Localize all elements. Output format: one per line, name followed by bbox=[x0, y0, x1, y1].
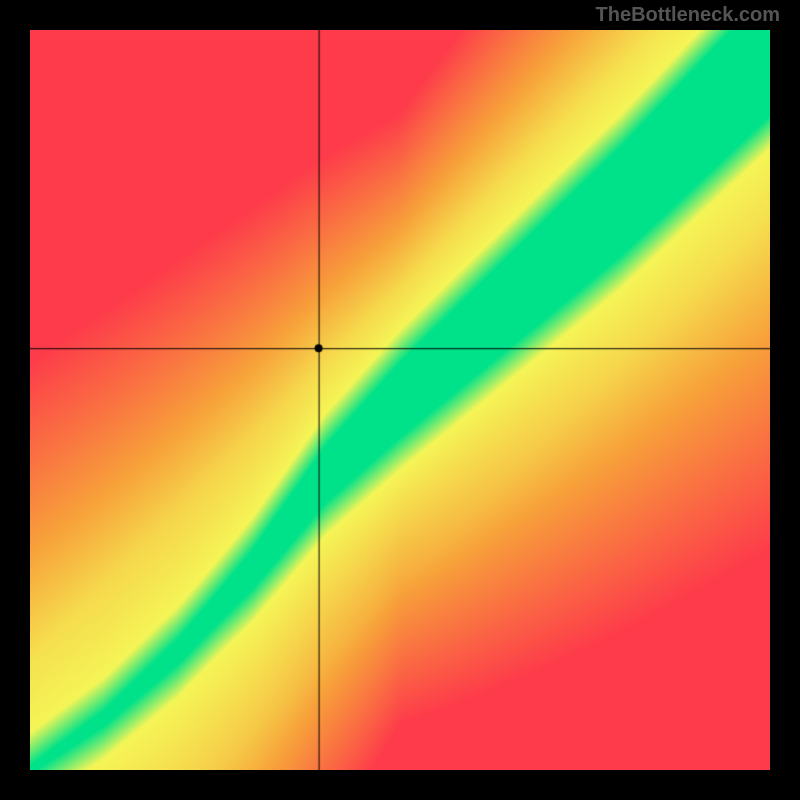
watermark-text: TheBottleneck.com bbox=[596, 4, 780, 27]
chart-container: TheBottleneck.com bbox=[0, 0, 800, 800]
bottleneck-heatmap bbox=[30, 30, 770, 770]
